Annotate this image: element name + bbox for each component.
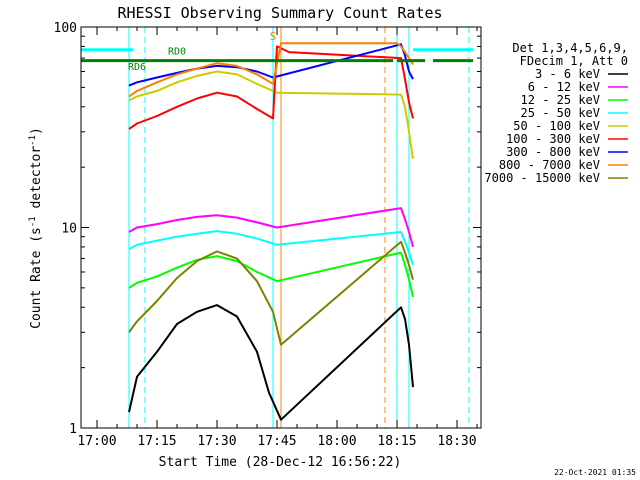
y-tick-label: 10	[61, 222, 77, 237]
legend-label: 25 - 50 keV	[521, 106, 600, 120]
chart-title: RHESSI Observing Summary Count Rates	[117, 4, 442, 22]
y-axis-label-sup2: -1	[28, 135, 38, 146]
x-tick-label: 17:45	[257, 434, 296, 449]
plot-area: RD6 RD0 S	[80, 27, 473, 428]
y-axis-label-main: Count Rate (s	[29, 227, 44, 329]
series-line-2	[128, 207, 414, 248]
legend-label: 100 - 300 keV	[506, 132, 600, 146]
rd-label: RD6	[128, 62, 146, 73]
x-tick-label: 18:30	[437, 434, 476, 449]
series-line-1	[128, 304, 414, 421]
x-tick-label: 18:15	[377, 434, 416, 449]
legend-label: 3 - 6 keV	[535, 67, 600, 81]
x-tick-label: 17:15	[137, 434, 176, 449]
y-tick-label: 1	[69, 422, 77, 437]
series-line-3	[128, 251, 414, 298]
legend-label: 800 - 7000 keV	[499, 158, 600, 172]
legend: Det 1,3,4,5,6,9, FDecim 1, Att 0 3 - 6 k…	[484, 41, 628, 185]
series-line-7	[128, 43, 414, 87]
y-axis-label-sup1: -1	[28, 216, 38, 227]
y-axis-label-mid: detector	[29, 146, 44, 217]
rd-label: RD0	[168, 46, 186, 57]
series-line-5	[128, 70, 414, 159]
series-line-9	[128, 240, 414, 346]
x-tick-label: 17:00	[77, 434, 116, 449]
y-axis: 1 10 100	[54, 21, 481, 437]
legend-label: 6 - 12 keV	[528, 80, 600, 94]
x-tick-label: 18:00	[317, 434, 356, 449]
y-axis-label-end: )	[29, 127, 44, 135]
x-axis-label: Start Time (28-Dec-12 16:56:22)	[159, 455, 402, 470]
s-label: S	[270, 30, 277, 43]
legend-label: 50 - 100 keV	[513, 119, 600, 133]
series-line-8	[128, 42, 414, 98]
x-axis: 17:00 17:15 17:30 17:45 18:00 18:15 18:30	[77, 27, 478, 449]
legend-header-line2: FDecim 1, Att 0	[520, 54, 628, 68]
footer-timestamp: 22-Oct-2021 01:35	[554, 468, 636, 477]
legend-label: 300 - 800 keV	[506, 145, 600, 159]
legend-label: 12 - 25 keV	[521, 93, 600, 107]
y-axis-label: Count Rate (s-1 detector-1)	[28, 127, 44, 329]
y-tick-label: 100	[54, 21, 77, 36]
legend-label: 7000 - 15000 keV	[484, 171, 600, 185]
legend-header-line1: Det 1,3,4,5,6,9,	[512, 41, 628, 55]
series-line-6	[128, 45, 414, 130]
series-line-4	[128, 230, 414, 266]
x-tick-label: 17:30	[197, 434, 236, 449]
